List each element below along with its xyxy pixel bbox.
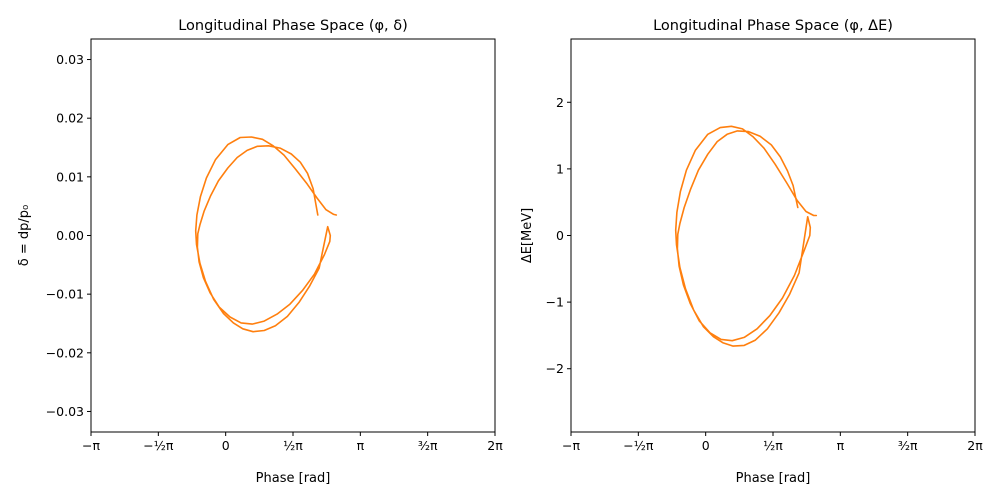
right-phase-trajectory-line (674, 125, 818, 347)
left-x-tick-label: π (357, 438, 365, 453)
right-x-tick-label: 2π (967, 438, 983, 453)
right-y-tick-label: 2 (556, 95, 564, 110)
left-y-tick-label: −0.01 (46, 287, 84, 302)
left-series (194, 136, 338, 333)
right-x-tick-label: ½π (763, 438, 783, 453)
left-y-tick-label: 0.02 (56, 111, 84, 126)
right-y-tick-label: −1 (546, 295, 564, 310)
left-panel: Longitudinal Phase Space (φ, δ) −π −½π 0 ½π… (17, 18, 503, 486)
left-y-tick-label: 0.00 (56, 228, 84, 243)
left-plot-frame (90, 38, 496, 433)
right-chart-title: Longitudinal Phase Space (φ, ΔE) (653, 18, 893, 34)
left-x-tick-label: 2π (487, 438, 503, 453)
left-y-ticks: −0.03 −0.02 −0.01 0.00 0.01 0.02 0.03 (46, 52, 91, 419)
right-x-tick-label: −π (562, 438, 580, 453)
right-x-tick-label: −½π (623, 438, 654, 453)
left-x-tick-label: ³⁄₂π (418, 438, 438, 453)
left-y-tick-label: 0.01 (56, 169, 84, 184)
left-y-axis-label: δ = dp/p₀ (17, 205, 32, 266)
right-series (674, 125, 818, 347)
right-x-tick-label: π (837, 438, 845, 453)
left-phase-trajectory-line (194, 136, 338, 333)
right-x-tick-label: ³⁄₂π (898, 438, 918, 453)
right-panel: Longitudinal Phase Space (φ, ΔE) −π −½π 0 ½… (520, 18, 983, 486)
left-y-tick-label: −0.02 (46, 345, 84, 360)
right-x-axis-label: Phase [rad] (736, 471, 811, 486)
right-y-tick-label: −2 (546, 361, 564, 376)
left-x-tick-label: ½π (283, 438, 303, 453)
right-y-axis-label: ΔE[MeV] (520, 208, 535, 263)
left-x-tick-label: 0 (222, 438, 230, 453)
left-x-axis-label: Phase [rad] (256, 471, 331, 486)
left-chart-title: Longitudinal Phase Space (φ, δ) (178, 18, 408, 34)
right-y-tick-label: 1 (556, 161, 564, 176)
left-y-tick-label: 0.03 (56, 52, 84, 67)
right-x-ticks: −π −½π 0 ½π π ³⁄₂π 2π (562, 432, 983, 453)
left-y-tick-label: −0.03 (46, 404, 84, 419)
right-y-ticks: −2 −1 0 1 2 (546, 95, 571, 376)
right-y-tick-label: 0 (556, 228, 564, 243)
right-x-tick-label: 0 (702, 438, 710, 453)
right-plot-frame (570, 38, 976, 433)
left-x-ticks: −π −½π 0 ½π π ³⁄₂π 2π (82, 432, 503, 453)
left-x-tick-label: −½π (143, 438, 174, 453)
left-x-tick-label: −π (82, 438, 100, 453)
